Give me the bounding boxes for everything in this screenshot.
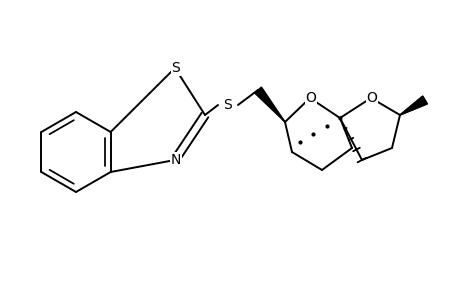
Polygon shape — [399, 96, 426, 115]
Text: O: O — [305, 91, 316, 105]
Text: S: S — [223, 98, 232, 112]
Polygon shape — [399, 96, 426, 115]
Polygon shape — [254, 87, 285, 122]
Text: S: S — [171, 61, 180, 75]
Text: O: O — [366, 91, 377, 105]
Text: N: N — [170, 153, 181, 167]
